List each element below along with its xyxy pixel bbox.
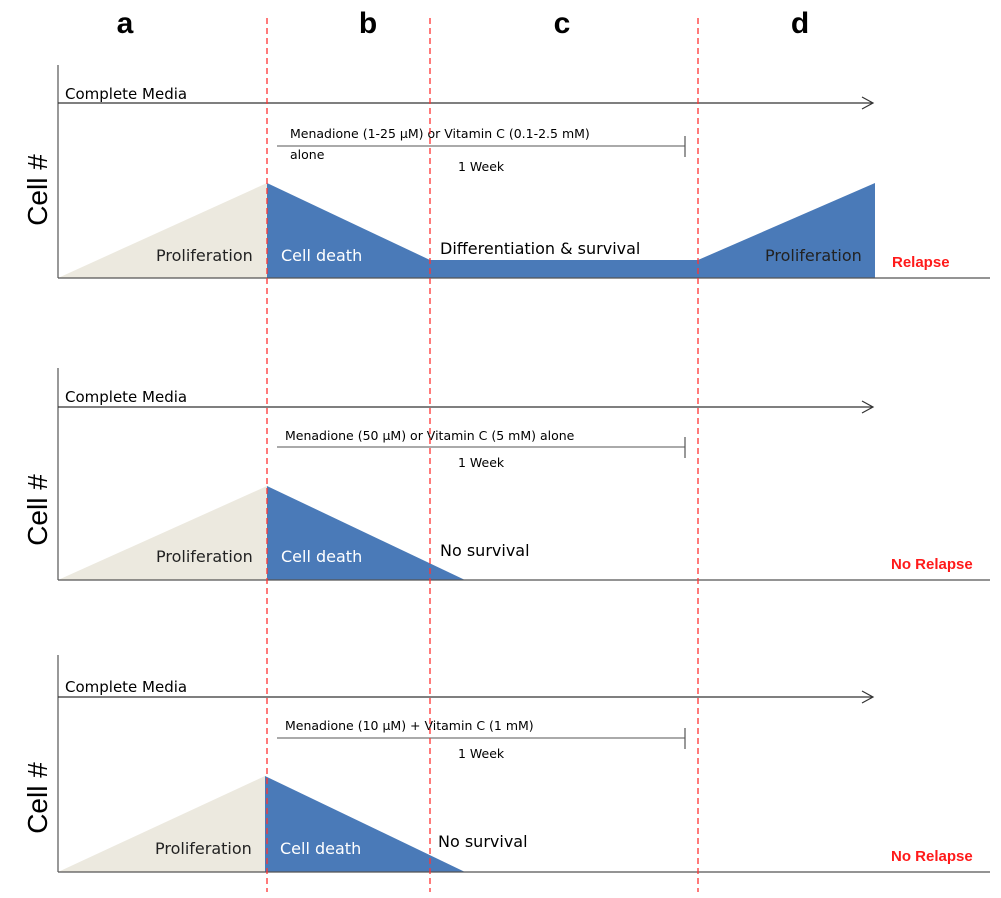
media-label: Complete Media — [65, 678, 187, 696]
regrowth-shape — [698, 183, 875, 278]
phase-label-b: b — [359, 7, 377, 40]
survival-band-shape — [430, 260, 698, 278]
survival-label: No survival — [440, 541, 530, 560]
phase-label-d: d — [791, 7, 809, 40]
media-label: Complete Media — [65, 388, 187, 406]
media-arrowhead — [861, 690, 875, 704]
duration-label: 1 Week — [458, 455, 505, 470]
cell-death-label: Cell death — [281, 246, 362, 265]
outcome-label: No Relapse — [891, 848, 973, 865]
duration-label: 1 Week — [458, 746, 505, 761]
proliferation-shape — [58, 486, 267, 580]
phase-label-c: c — [554, 7, 571, 40]
proliferation-shape — [58, 183, 267, 278]
proliferation-label: Proliferation — [156, 246, 253, 265]
media-arrowhead — [861, 96, 875, 110]
proliferation-shape — [58, 776, 265, 872]
y-axis-label: Cell # — [22, 154, 53, 226]
panel-1: Complete Media Menadione (1-25 µM) or Vi… — [22, 65, 990, 279]
treatment-label: Menadione (50 µM) or Vitamin C (5 mM) al… — [285, 428, 575, 443]
media-arrowhead — [861, 400, 875, 414]
survival-label: Differentiation & survival — [440, 239, 640, 258]
media-label: Complete Media — [65, 85, 187, 103]
y-axis-label: Cell # — [22, 762, 53, 834]
y-axis-label: Cell # — [22, 474, 53, 546]
outcome-label: No Relapse — [891, 556, 973, 573]
survival-label: No survival — [438, 832, 528, 851]
cell-death-label: Cell death — [280, 839, 361, 858]
duration-label: 1 Week — [458, 159, 505, 174]
proliferation-label: Proliferation — [155, 839, 252, 858]
regrowth-label: Proliferation — [765, 246, 862, 265]
panel-3: Complete Media Menadione (10 µM) + Vitam… — [22, 655, 990, 873]
panel-2: Complete Media Menadione (50 µM) or Vita… — [22, 368, 990, 581]
cell-death-shape — [267, 183, 430, 278]
proliferation-label: Proliferation — [156, 547, 253, 566]
outcome-label: Relapse — [892, 254, 950, 271]
cell-death-label: Cell death — [281, 547, 362, 566]
cell-death-shape — [265, 776, 465, 872]
treatment-label: Menadione (10 µM) + Vitamin C (1 mM) — [285, 718, 534, 733]
treatment-label: Menadione (1-25 µM) or Vitamin C (0.1-2.… — [290, 126, 590, 141]
cell-death-shape — [267, 486, 465, 580]
phase-label-a: a — [117, 7, 134, 40]
treatment-label-cont: alone — [290, 147, 325, 162]
